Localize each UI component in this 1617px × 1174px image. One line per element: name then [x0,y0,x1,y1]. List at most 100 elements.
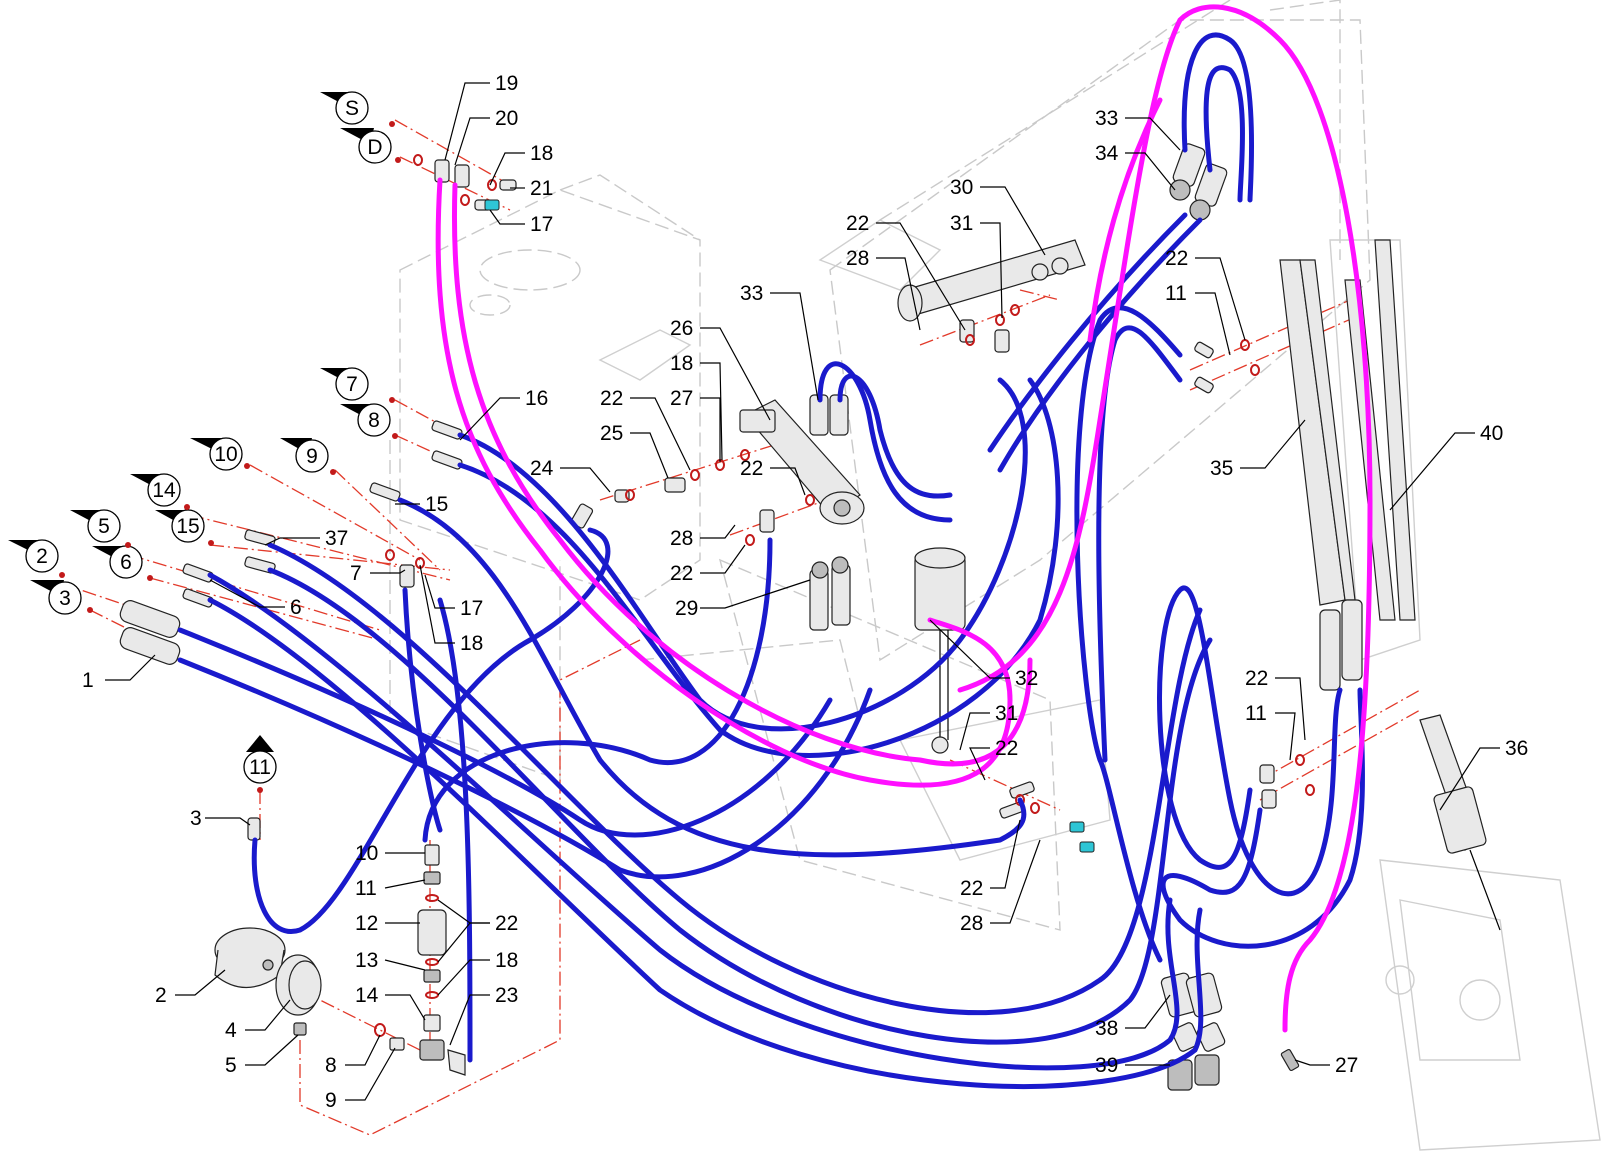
callout-6: 6 [290,596,302,619]
callout-31a: 31 [950,212,973,235]
cylinder-40 [1344,239,1416,621]
callout-28c: 28 [960,912,983,935]
callout-22e: 22 [846,212,869,235]
callout-22h: 22 [995,737,1018,760]
callouts: 19 20 18 21 17 16 15 37 7 17 18 6 1 3 2 … [82,72,1528,1112]
callout-5: 5 [225,1054,237,1077]
ref-marker-8: 8 [340,403,391,437]
callout-36: 36 [1505,737,1528,760]
couplers-35-lower [1319,599,1363,691]
mechanical-parts [119,143,1501,1091]
callout-26: 26 [670,317,693,340]
svg-text:7: 7 [346,373,358,396]
cylinder-35 [1279,259,1356,606]
callout-32: 32 [1015,667,1038,690]
couplers-1 [119,600,181,665]
callout-7: 7 [350,562,362,585]
callout-28b: 28 [846,247,869,270]
svg-text:2: 2 [36,545,48,568]
hoses-blue [177,32,1365,1089]
callout-28a: 28 [670,527,693,550]
callout-11c: 11 [1245,702,1267,725]
svg-text:D: D [367,136,382,159]
callout-22i: 22 [960,877,983,900]
svg-text:S: S [345,97,359,120]
callout-29: 29 [675,597,698,620]
svg-text:3: 3 [59,587,71,610]
o-rings [385,154,1315,853]
ref-marker-d: D [340,128,392,164]
ref-marker-15: 15 [155,509,205,543]
callout-40: 40 [1480,422,1503,445]
svg-text:11: 11 [249,756,271,779]
callout-18a: 18 [530,142,553,165]
ref-marker-s: S [320,91,369,125]
callout-22d: 22 [670,562,693,585]
callout-12: 12 [355,912,378,935]
callout-22f: 22 [1165,247,1188,270]
ref-marker-3: 3 [30,580,82,615]
callout-25: 25 [600,422,623,445]
callout-13: 13 [355,949,378,972]
callout-22a: 22 [495,912,518,935]
svg-text:10: 10 [214,443,237,466]
callout-37: 37 [325,527,348,550]
callout-4: 4 [225,1019,237,1042]
callout-11: 11 [355,877,377,900]
ref-marker-10: 10 [190,437,243,471]
svg-text:8: 8 [368,409,380,432]
callout-39: 39 [1095,1054,1118,1077]
cylinder-32 [914,547,966,754]
ref-marker-11: 11 [243,735,277,784]
ref-marker-5: 5 [70,509,121,543]
ref-marker-14: 14 [130,473,181,507]
callout-21: 21 [530,177,553,200]
cylinder-30 [897,239,1086,322]
part-4-ring [275,954,322,1016]
callout-24: 24 [530,457,554,480]
cylinder-26 [739,399,865,525]
marker-dots [59,121,401,793]
svg-text:6: 6 [120,551,132,574]
callout-18d: 18 [670,352,693,375]
part-27-nipple [1280,1048,1300,1072]
callout-22b: 22 [600,387,623,410]
svg-text:9: 9 [306,445,318,468]
callout-11b: 11 [1165,282,1187,305]
callout-22g: 22 [1245,667,1268,690]
callout-27b: 27 [1335,1054,1358,1077]
fitting-stack-10-14 [374,844,466,1076]
callout-17a: 17 [530,213,553,236]
callout-23: 23 [495,984,518,1007]
callout-34: 34 [1095,142,1119,165]
ref-marker-6: 6 [92,545,143,579]
callout-8: 8 [325,1054,337,1077]
callout-38: 38 [1095,1017,1118,1040]
callout-10: 10 [355,842,378,865]
callout-17b: 17 [460,597,483,620]
ref-marker-7: 7 [320,367,369,401]
callout-9: 9 [325,1089,337,1112]
callout-22c: 22 [740,457,763,480]
callout-19: 19 [495,72,518,95]
callout-1: 1 [82,669,94,692]
ref-marker-9: 9 [280,438,329,473]
callout-16: 16 [525,387,548,410]
callout-15: 15 [425,493,448,516]
svg-text:5: 5 [98,515,110,538]
callout-35: 35 [1210,457,1233,480]
hoses-magenta [435,4,1373,1033]
couplers-33-34-top [1169,143,1228,221]
callout-31b: 31 [995,702,1018,725]
callout-30: 30 [950,176,973,199]
svg-text:15: 15 [176,515,199,538]
callout-2: 2 [155,984,167,1007]
callout-33b: 33 [1095,107,1118,130]
callout-18b: 18 [460,632,483,655]
callout-33a: 33 [740,282,763,305]
part-5-nut [293,1022,307,1036]
couplers-33-middle [809,394,851,631]
callout-14: 14 [355,984,379,1007]
ref-marker-2: 2 [8,539,59,573]
